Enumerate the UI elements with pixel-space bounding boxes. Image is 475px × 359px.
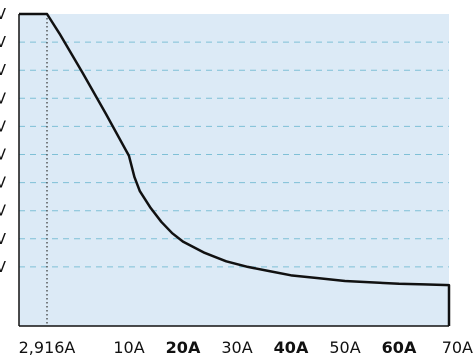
y-tick-label: V xyxy=(0,258,7,276)
x-tick-label: 40A xyxy=(274,338,309,357)
y-tick-label: V xyxy=(0,202,7,220)
y-tick-label: V xyxy=(0,174,7,192)
y-tick-label: V xyxy=(0,33,7,51)
y-tick-label: V xyxy=(0,230,7,248)
x-tick-label: 70A xyxy=(442,338,473,357)
y-tick-label: V xyxy=(0,5,7,23)
y-tick-label: V xyxy=(0,61,7,79)
x-tick-label: 10A xyxy=(113,338,144,357)
x-tick-label: 20A xyxy=(166,338,201,357)
x-tick-labels: 2,916A 10A 20A 30A 40A 50A 60A 70A xyxy=(19,338,473,357)
x-tick-label: 60A xyxy=(382,338,417,357)
plot-background xyxy=(19,14,449,326)
x-tick-label: 50A xyxy=(329,338,360,357)
y-tick-label: V xyxy=(0,89,7,107)
y-tick-label: V xyxy=(0,117,7,135)
grid-lines xyxy=(19,41,449,268)
x-tick-label: 30A xyxy=(221,338,252,357)
y-tick-label: V xyxy=(0,146,7,164)
x-tick-label: 2,916A xyxy=(19,338,76,357)
series-line xyxy=(19,12,451,326)
